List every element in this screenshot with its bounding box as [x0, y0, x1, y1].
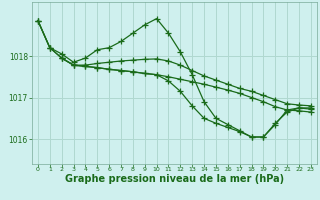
X-axis label: Graphe pression niveau de la mer (hPa): Graphe pression niveau de la mer (hPa): [65, 174, 284, 184]
